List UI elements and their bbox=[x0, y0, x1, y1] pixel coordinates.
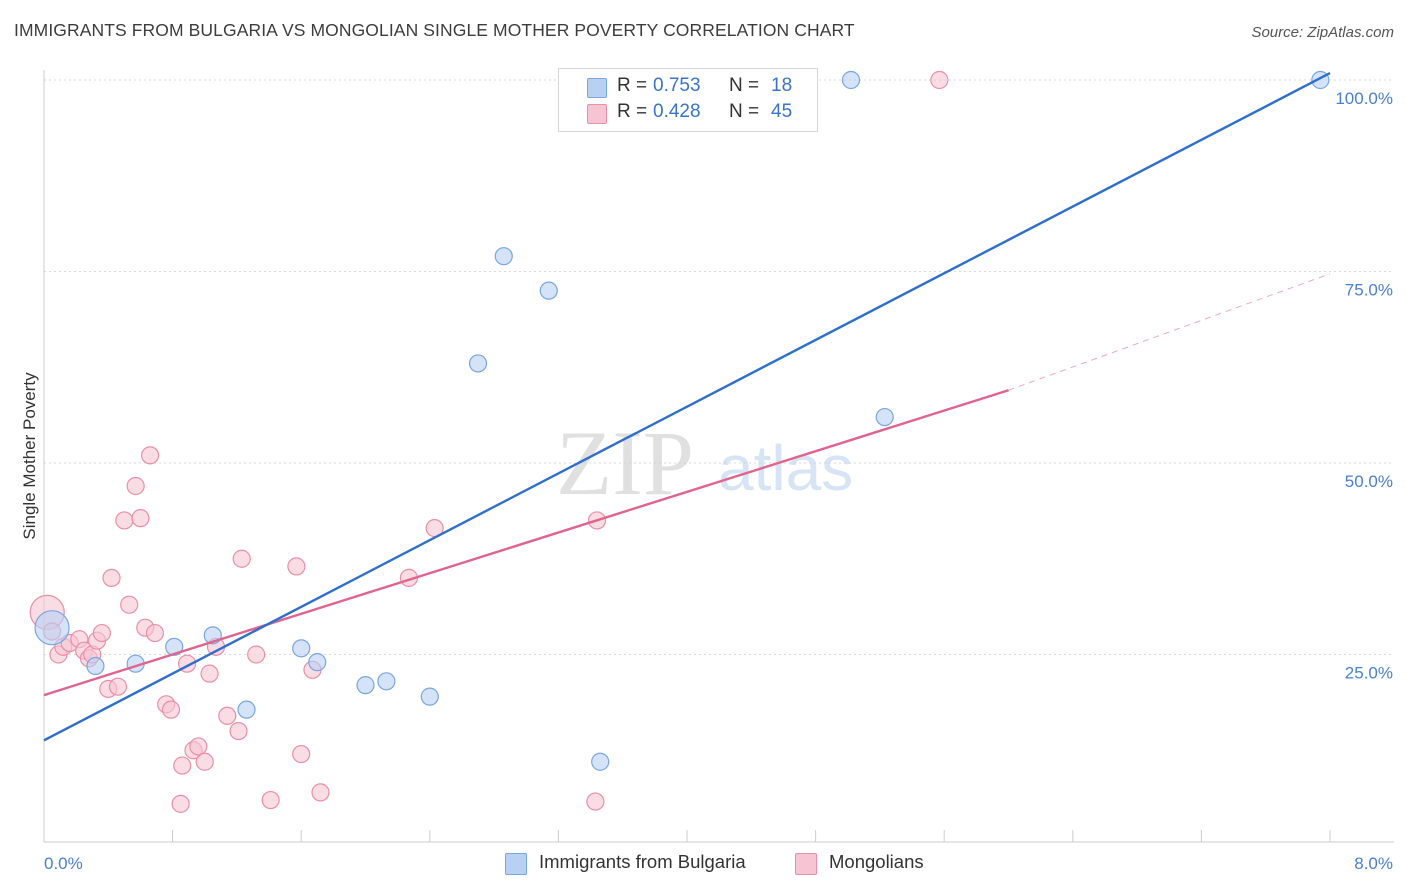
bulgaria-point bbox=[292, 639, 311, 658]
mongolians-point bbox=[930, 70, 949, 90]
mongolians-point bbox=[173, 756, 192, 775]
y-axis-label: Single Mother Poverty bbox=[20, 372, 39, 540]
bulgaria-point bbox=[34, 610, 70, 646]
x-tick-label: 0.0% bbox=[44, 854, 83, 873]
bulgaria-point bbox=[308, 653, 327, 672]
legend-r-label: R = bbox=[617, 75, 648, 96]
legend-swatch-mongolians bbox=[795, 853, 817, 875]
mongolians-point bbox=[115, 511, 134, 530]
legend-swatch-mongolians bbox=[587, 104, 607, 124]
bulgaria-point bbox=[377, 672, 396, 691]
mongolians-point bbox=[92, 623, 111, 643]
legend-n-value: 18 bbox=[771, 75, 793, 96]
mongolians-point bbox=[292, 744, 311, 764]
trendline-mongolians-extension bbox=[1008, 273, 1331, 391]
mongolians-point bbox=[311, 783, 330, 802]
mongolians-point bbox=[287, 557, 306, 576]
bulgaria-point bbox=[237, 700, 256, 719]
mongolians-point bbox=[161, 700, 181, 719]
chart-title: IMMIGRANTS FROM BULGARIA VS MONGOLIAN SI… bbox=[14, 20, 855, 40]
mongolians-point bbox=[247, 645, 266, 664]
x-tick-label: 8.0% bbox=[1354, 854, 1393, 873]
legend-swatch-bulgaria bbox=[505, 853, 527, 875]
legend-r-label: R = bbox=[617, 101, 648, 122]
mongolians-point bbox=[145, 623, 165, 643]
tick-labels: 25.0% 50.0% 75.0% 100.0% 0.0% 8.0% bbox=[44, 89, 1393, 873]
y-tick-label: 75.0% bbox=[1345, 281, 1393, 300]
mongolians-point bbox=[218, 706, 237, 725]
legend-swatch-bulgaria bbox=[587, 78, 607, 98]
mongolians-point bbox=[195, 752, 214, 771]
mongolians-point bbox=[140, 446, 160, 465]
mongolians-point bbox=[232, 549, 251, 568]
bulgaria-point bbox=[539, 281, 558, 300]
mongolians-point bbox=[200, 664, 219, 683]
bulgaria-point bbox=[165, 637, 184, 656]
bulgaria-point bbox=[420, 687, 439, 706]
legend-r-value: 0.753 bbox=[653, 75, 701, 96]
bulgaria-point bbox=[841, 70, 861, 90]
mongolians-point bbox=[131, 509, 150, 528]
mongolians-point bbox=[120, 595, 139, 614]
legend-r-value: 0.428 bbox=[653, 101, 701, 122]
bulgaria-point bbox=[86, 656, 105, 676]
watermark-atlas: atlas bbox=[718, 432, 853, 504]
stats-legend: R = 0.753 N = 18 R = 0.428 N = 45 bbox=[558, 68, 818, 132]
mongolians-point bbox=[261, 790, 280, 810]
mongolians-point bbox=[229, 721, 248, 741]
watermark: ZIP atlas bbox=[556, 412, 853, 514]
y-tick-label: 100.0% bbox=[1335, 89, 1393, 108]
grid-lines bbox=[44, 79, 1394, 842]
y-tick-label: 50.0% bbox=[1345, 472, 1393, 491]
mongolians-point bbox=[189, 737, 208, 756]
legend-label-bulgaria: Immigrants from Bulgaria bbox=[539, 851, 746, 872]
axes bbox=[43, 70, 1394, 843]
source-label: Source: ZipAtlas.com bbox=[1251, 24, 1394, 41]
mongolians-point bbox=[108, 677, 128, 696]
y-tick-label: 25.0% bbox=[1345, 664, 1393, 683]
mongolians-point bbox=[126, 476, 145, 496]
bulgaria-point bbox=[875, 407, 894, 427]
trendline-mongolians bbox=[43, 389, 1009, 697]
bulgaria-point bbox=[356, 676, 375, 695]
legend-n-label: N = bbox=[729, 101, 760, 122]
legend-n-label: N = bbox=[729, 75, 760, 96]
bulgaria-point bbox=[494, 247, 513, 266]
bulgaria-point bbox=[468, 354, 488, 373]
trend-lines bbox=[43, 72, 1331, 742]
mongolians-point bbox=[102, 568, 121, 588]
mongolians-point bbox=[586, 792, 605, 811]
legend-n-value: 45 bbox=[771, 101, 793, 122]
bulgaria-point bbox=[591, 752, 610, 771]
legend-label-mongolians: Mongolians bbox=[829, 851, 924, 872]
trendline-bulgaria bbox=[43, 72, 1331, 742]
mongolians-point bbox=[171, 794, 190, 813]
